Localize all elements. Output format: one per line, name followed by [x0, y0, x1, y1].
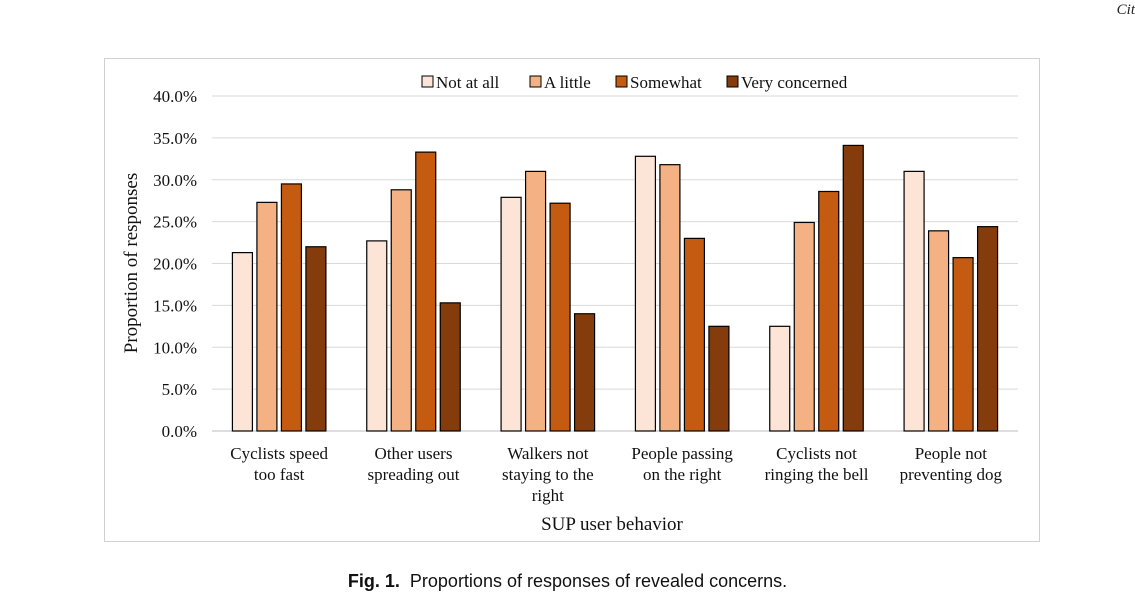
- x-tick-label: Other users: [375, 444, 453, 463]
- bar: [708, 325, 730, 432]
- y-axis-label: Proportion of responses: [121, 173, 142, 353]
- legend: Not at all A little Somewhat Very concerned: [421, 73, 848, 92]
- bar: [683, 237, 706, 432]
- y-tick-label: 25.0%: [153, 213, 197, 232]
- bar: [415, 151, 437, 432]
- bar: [793, 221, 815, 432]
- x-tick-label: Walkers not: [507, 444, 589, 463]
- y-tick-label: 15.0%: [153, 296, 197, 315]
- bar: [231, 252, 254, 432]
- bar: [500, 196, 522, 432]
- x-tick-label: Cyclists not: [776, 444, 857, 463]
- figure-caption-text: Proportions of responses of revealed con…: [409, 571, 788, 591]
- bar: [842, 144, 864, 432]
- x-tick-label: ringing the bell: [765, 465, 869, 484]
- bar: [818, 190, 840, 432]
- running-header-fragment: Cit: [1116, 2, 1135, 18]
- bar: [305, 246, 327, 432]
- bar: [439, 302, 461, 432]
- bar: [549, 202, 571, 432]
- y-tick-label: 5.0%: [162, 380, 197, 399]
- bar: [976, 226, 999, 432]
- x-tick-label: spreading out: [367, 465, 459, 484]
- legend-label: Not at all: [436, 73, 500, 92]
- bar: [390, 189, 412, 432]
- y-tick-labels: 0.0% 5.0% 10.0% 15.0% 20.0% 25.0% 30.0% 35.0% 40…: [153, 87, 197, 441]
- x-tick-label: preventing dog: [900, 465, 1003, 484]
- gridlines: [212, 95, 1018, 432]
- bar: [573, 313, 596, 432]
- bar: [769, 325, 791, 432]
- x-tick-label: People passing: [631, 444, 733, 463]
- x-axis-label: SUP user behavior: [541, 514, 683, 535]
- legend-label: A little: [544, 73, 591, 92]
- bar: [659, 164, 681, 432]
- legend-swatch: [421, 75, 434, 88]
- bar: [927, 230, 950, 432]
- bar: [256, 201, 278, 432]
- legend-swatch: [615, 75, 628, 88]
- bars: [231, 144, 999, 432]
- bar: [903, 170, 925, 432]
- figure-caption: Fig. 1. Proportions of responses of reve…: [0, 571, 1135, 592]
- y-tick-label: 30.0%: [153, 171, 197, 190]
- x-tick-label: People not: [915, 444, 988, 463]
- x-tick-label: right: [532, 486, 564, 505]
- x-tick-labels: Cyclists speed too fast Other users spreadi…: [230, 444, 1002, 505]
- y-tick-label: 40.0%: [153, 87, 197, 106]
- bar: [952, 257, 974, 432]
- y-tick-label: 10.0%: [153, 338, 197, 357]
- legend-label: Somewhat: [630, 73, 702, 92]
- legend-swatch: [529, 75, 542, 88]
- y-tick-label: 20.0%: [153, 255, 197, 274]
- y-tick-label: 0.0%: [162, 422, 197, 441]
- bar: [280, 183, 303, 432]
- x-tick-label: on the right: [643, 465, 722, 484]
- legend-swatch: [726, 75, 739, 88]
- bar: [634, 155, 657, 432]
- figure-label: Fig. 1.: [347, 571, 400, 591]
- x-tick-label: too fast: [254, 465, 305, 484]
- bar: [524, 170, 547, 432]
- x-tick-label: Cyclists speed: [230, 444, 328, 463]
- bar: [366, 240, 388, 432]
- x-tick-label: staying to the: [502, 465, 594, 484]
- legend-label: Very concerned: [741, 73, 848, 92]
- chart-frame: [104, 58, 1040, 542]
- y-tick-label: 35.0%: [153, 129, 197, 148]
